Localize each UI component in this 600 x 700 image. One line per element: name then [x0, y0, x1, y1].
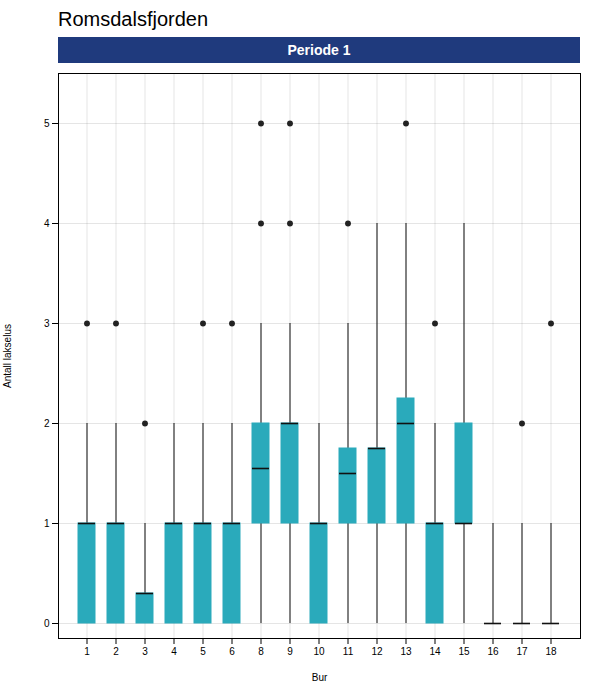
svg-text:5: 5	[44, 118, 50, 129]
svg-text:18: 18	[545, 646, 557, 657]
svg-text:11: 11	[343, 646, 354, 657]
html-text:Periode 1: Periode 1	[287, 42, 351, 58]
svg-text:17: 17	[516, 646, 528, 657]
svg-text:10: 10	[313, 646, 325, 657]
svg-text:2: 2	[113, 646, 119, 657]
html-text:Romsdalsfjorden: Romsdalsfjorden	[58, 8, 209, 30]
svg-text:12: 12	[371, 646, 383, 657]
svg-text:3: 3	[142, 646, 148, 657]
svg-text:Antall lakselus: Antall lakselus	[2, 324, 13, 388]
svg-text:0: 0	[44, 618, 50, 629]
svg-text:15: 15	[458, 646, 470, 657]
svg-text:4: 4	[171, 646, 177, 657]
svg-text:13: 13	[400, 646, 412, 657]
svg-text:8: 8	[258, 646, 264, 657]
svg-text:Bur: Bur	[312, 672, 328, 683]
svg-text:1: 1	[44, 518, 50, 529]
svg-text:14: 14	[429, 646, 441, 657]
svg-text:16: 16	[487, 646, 499, 657]
svg-text:9: 9	[287, 646, 293, 657]
svg-text:4: 4	[44, 218, 50, 229]
svg-text:1: 1	[84, 646, 90, 657]
svg-text:5: 5	[200, 646, 206, 657]
svg-text:2: 2	[44, 418, 50, 429]
svg-text:3: 3	[44, 318, 50, 329]
svg-text:6: 6	[229, 646, 235, 657]
